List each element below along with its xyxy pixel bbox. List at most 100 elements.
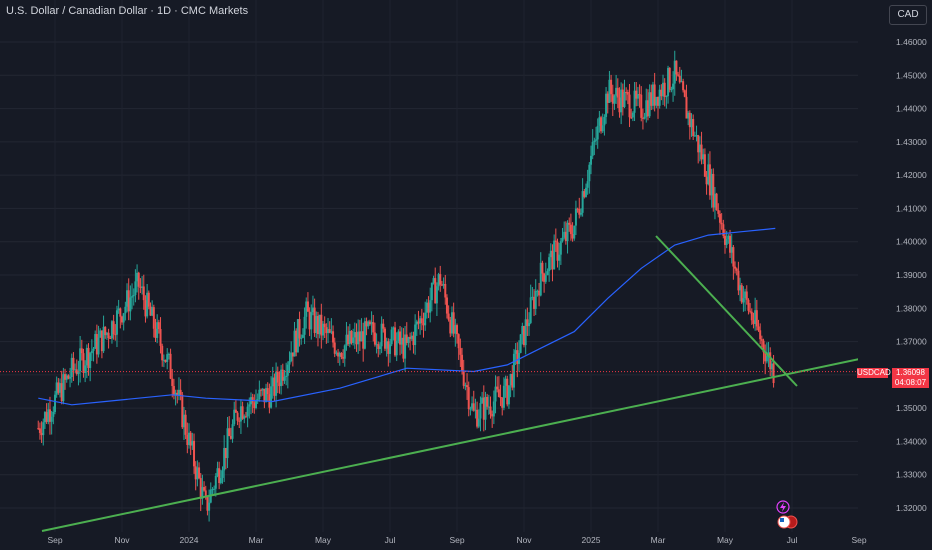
candle-body <box>610 79 613 95</box>
candle-body <box>539 262 542 296</box>
candle-body <box>293 330 296 357</box>
candle-body <box>646 100 649 117</box>
candle-body <box>226 428 229 459</box>
candle-body <box>534 291 537 309</box>
candle-body <box>732 247 735 267</box>
candle-body <box>392 327 395 330</box>
candle-body <box>121 316 123 323</box>
candle-body <box>399 331 402 345</box>
candle-body <box>94 334 97 349</box>
y-tick-label: 1.46000 <box>896 37 927 47</box>
candle-body <box>87 347 90 368</box>
candle-body <box>177 389 180 396</box>
candle-body <box>725 239 728 245</box>
candle-body <box>509 373 512 386</box>
candle-body <box>335 352 338 354</box>
candle-body <box>248 404 251 407</box>
candle-body <box>176 392 179 396</box>
candle-body <box>325 327 328 334</box>
candle-body <box>60 383 63 402</box>
candle-body <box>640 94 643 118</box>
candle-body <box>363 321 366 349</box>
candle-body <box>579 212 582 215</box>
candle-body <box>127 290 130 312</box>
candle-body <box>383 328 386 349</box>
candle-body <box>181 394 184 428</box>
candle-body <box>303 316 306 335</box>
candle-body <box>75 369 78 374</box>
lightning-icon-bolt <box>780 502 786 512</box>
candle-body <box>466 385 469 388</box>
candle-body <box>278 382 281 387</box>
candle-body <box>576 208 579 210</box>
candle-body <box>591 141 594 156</box>
candle-body <box>700 144 703 160</box>
candle-body <box>253 402 256 408</box>
x-tick-label: 2025 <box>582 535 601 545</box>
candle-body <box>568 222 571 225</box>
candle-body <box>729 235 732 253</box>
candle-body <box>146 292 149 317</box>
candle-body <box>474 409 477 411</box>
currency-button[interactable]: CAD <box>889 5 927 25</box>
candle-body <box>544 275 547 282</box>
candle-body <box>136 272 139 282</box>
candle-body <box>174 392 177 396</box>
candle-body <box>105 332 108 336</box>
candle-body <box>506 378 509 405</box>
us-flag-icon <box>777 515 798 529</box>
candle-body <box>665 96 668 98</box>
candle-body <box>352 337 355 343</box>
candle-body <box>350 330 353 343</box>
candle-body <box>332 331 335 343</box>
candle-body <box>409 337 412 339</box>
candle-body <box>752 320 755 324</box>
candle-body <box>727 235 730 240</box>
candle-body <box>162 359 165 361</box>
candle-body <box>688 112 691 128</box>
candle-body <box>583 191 586 197</box>
candle-body <box>574 208 577 226</box>
candle-body <box>563 231 566 238</box>
candle-body <box>524 319 527 346</box>
candle-body <box>95 334 98 355</box>
candle-body <box>464 385 467 387</box>
candle-body <box>702 154 705 160</box>
moving-average-line <box>38 227 776 406</box>
candle-body <box>166 354 169 362</box>
candle-body <box>668 67 671 90</box>
candle-body <box>519 334 522 353</box>
candle-body <box>114 334 117 336</box>
candle-body <box>110 321 113 339</box>
candle-body <box>179 389 182 395</box>
candle-body <box>514 350 517 354</box>
candle-body <box>708 164 711 196</box>
candle-body <box>410 335 413 339</box>
candle-body <box>630 117 633 119</box>
candle-body <box>255 401 257 408</box>
candle-body <box>523 325 525 346</box>
candle-body <box>357 331 360 345</box>
candle-body <box>263 388 266 403</box>
candle-body <box>305 301 308 317</box>
candle-body <box>244 416 247 418</box>
candle-body <box>615 87 618 96</box>
candle-body <box>238 420 241 422</box>
symbol-tag: USDCAD <box>857 368 891 378</box>
candle-body <box>122 313 125 323</box>
candle-body <box>419 318 422 324</box>
candle-body <box>747 299 750 311</box>
candle-body <box>47 409 50 422</box>
x-tick-label: May <box>315 535 332 545</box>
candle-body <box>144 300 147 317</box>
candle-body <box>373 332 376 345</box>
candle-body <box>199 478 202 499</box>
candle-body <box>198 467 201 479</box>
candle-body <box>320 314 323 336</box>
candle-body <box>626 91 629 95</box>
candle-body <box>281 369 284 381</box>
candle-body <box>432 278 435 283</box>
candle-body <box>228 428 231 436</box>
candle-body <box>452 312 455 334</box>
